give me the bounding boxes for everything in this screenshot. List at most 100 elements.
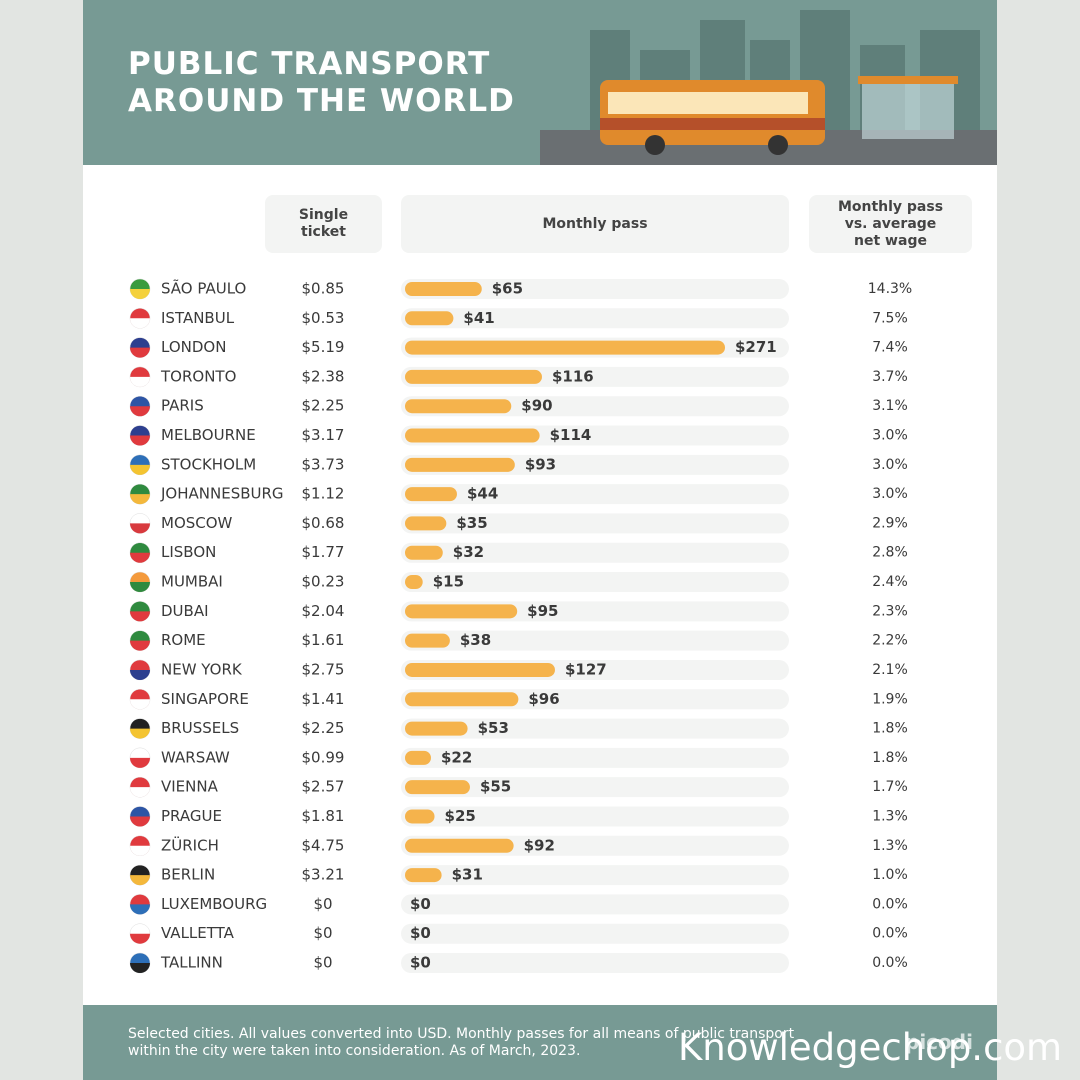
flag [130, 318, 150, 329]
value-label: $127 [565, 660, 607, 678]
single-ticket: $3.17 [302, 426, 345, 444]
bar-track [401, 923, 789, 944]
single-ticket: $0.85 [302, 280, 345, 298]
bar-track [401, 894, 789, 915]
wage-share: 3.0% [872, 457, 908, 473]
single-ticket: $2.57 [302, 778, 345, 796]
wage-share: 0.0% [872, 896, 908, 912]
footnote: Selected cities. All values converted in… [128, 1026, 795, 1059]
value-label: $44 [467, 485, 498, 503]
wage-share: 2.2% [872, 633, 908, 649]
single-ticket: $1.12 [302, 485, 345, 503]
flag [130, 347, 150, 358]
value-label: $96 [528, 690, 559, 708]
value-label: $65 [492, 280, 523, 298]
wage-share: 2.9% [872, 515, 908, 531]
city-label: LISBON [161, 543, 216, 561]
wage-share: 7.5% [872, 310, 908, 326]
wage-share: 2.8% [872, 545, 908, 561]
wage-share: 3.0% [872, 486, 908, 502]
city-label: SÃO PAULO [161, 279, 246, 298]
single-ticket: $2.25 [302, 719, 345, 737]
value-label: $31 [452, 866, 483, 884]
flag [130, 963, 150, 973]
single-ticket: $0.99 [302, 748, 345, 766]
column-header: Monthly pass vs. average net wage [809, 195, 972, 253]
bar-track [401, 542, 789, 563]
city-label: WARSAW [161, 748, 230, 766]
bar-track [401, 572, 789, 593]
value-label: $22 [441, 748, 472, 766]
city-label: PRAGUE [161, 807, 222, 825]
wage-share: 3.1% [872, 398, 908, 414]
wage-share: 2.4% [872, 574, 908, 590]
flag [130, 875, 150, 886]
bar [405, 487, 457, 502]
value-label: $15 [433, 573, 464, 591]
city-label: NEW YORK [161, 660, 243, 678]
wage-share: 1.8% [872, 721, 908, 737]
single-ticket: $2.38 [302, 367, 345, 385]
single-ticket: $0 [313, 895, 332, 913]
bar-track [401, 718, 789, 739]
bar [405, 750, 431, 765]
flag [130, 406, 150, 417]
flag [130, 904, 150, 915]
city-label: LUXEMBOURG [161, 895, 267, 913]
column-header: Monthly pass [401, 195, 789, 253]
flag [130, 611, 150, 622]
city-label: ZÜRICH [161, 835, 219, 854]
bar [405, 369, 542, 384]
single-ticket: $3.73 [302, 455, 345, 473]
flag [130, 728, 150, 739]
city-label: VALLETTA [161, 924, 235, 942]
flag [130, 494, 150, 505]
bar [405, 838, 514, 853]
city-label: TALLINN [160, 954, 223, 972]
flag [130, 787, 150, 798]
wage-share: 1.9% [872, 691, 908, 707]
bar-track [401, 747, 789, 768]
wage-share: 1.0% [872, 867, 908, 883]
city-label: TORONTO [160, 367, 236, 385]
wage-share: 2.1% [872, 662, 908, 678]
value-label: $38 [460, 631, 491, 649]
value-label: $0 [410, 895, 431, 913]
value-label: $0 [410, 924, 431, 942]
city-label: VIENNA [161, 778, 219, 796]
wage-share: 14.3% [868, 281, 912, 297]
flag [130, 845, 150, 856]
flag [130, 552, 150, 563]
bar-track [401, 279, 789, 299]
city-label: DUBAI [161, 602, 209, 620]
bar [405, 311, 454, 326]
single-ticket: $0.23 [302, 573, 345, 591]
value-label: $93 [525, 455, 556, 473]
city-label: MELBOURNE [161, 426, 256, 444]
bar [405, 457, 515, 472]
value-label: $0 [410, 954, 431, 972]
value-label: $53 [478, 719, 509, 737]
single-ticket: $2.25 [302, 397, 345, 415]
value-label: $25 [445, 807, 476, 825]
city-label: BERLIN [161, 866, 215, 884]
wage-share: 0.0% [872, 955, 908, 971]
bar [405, 516, 447, 531]
bar-track [401, 630, 789, 651]
value-label: $90 [521, 397, 552, 415]
bar [405, 633, 450, 648]
logo: picodi [905, 1030, 973, 1054]
value-label: $55 [480, 778, 511, 796]
single-ticket: $1.77 [302, 543, 345, 561]
wage-share: 7.4% [872, 340, 908, 356]
single-ticket: $0.53 [302, 309, 345, 327]
wage-share: 3.0% [872, 428, 908, 444]
column-header: Single ticket [265, 195, 382, 253]
city-label: ISTANBUL [161, 309, 235, 327]
flag [130, 816, 150, 827]
single-ticket: $0 [313, 924, 332, 942]
single-ticket: $3.21 [302, 866, 345, 884]
flag [130, 376, 150, 387]
